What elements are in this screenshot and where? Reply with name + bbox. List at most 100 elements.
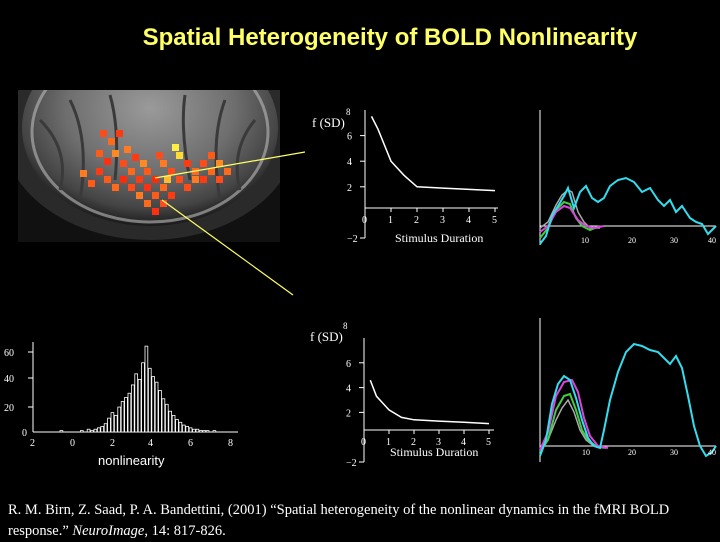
- bottom-nonlinearity-plot: f (SD) 8 6 4 2 −2 0 1 2 3 4 5 Stimulus Duration: [310, 321, 494, 469]
- activation-voxel: [144, 200, 151, 207]
- bottom-plot-xtick: 5: [486, 437, 491, 448]
- top-plot-ylabel: f (SD): [312, 115, 345, 130]
- hist-bar: [198, 430, 203, 433]
- activation-voxel: [144, 184, 151, 191]
- trace-top-gray: [539, 189, 600, 229]
- activation-voxel: [140, 160, 147, 167]
- hist-bar: [188, 427, 193, 433]
- hist-bar: [205, 430, 210, 433]
- activation-voxel: [128, 168, 135, 175]
- activation-voxel: [152, 176, 159, 183]
- citation: R. M. Birn, Z. Saad, P. A. Bandettini, (…: [8, 500, 720, 542]
- hist-bar: [175, 419, 179, 433]
- hist-ytick-0: 0: [22, 428, 27, 439]
- activation-voxel: [124, 146, 131, 153]
- activation-voxel: [136, 176, 143, 183]
- trace-top-tick-30: 30: [670, 236, 678, 245]
- bottom-plot-ytick: 6: [346, 359, 351, 370]
- brain-activation-map: [18, 90, 280, 242]
- trace-bottom-magenta: [539, 378, 609, 451]
- hist-bar: [195, 428, 200, 433]
- hist-bar: [124, 396, 128, 433]
- activation-voxel: [156, 152, 163, 159]
- activation-voxel: [116, 130, 123, 137]
- hist-xlabel: nonlinearity: [98, 453, 165, 468]
- top-plot-xtick: 3: [440, 215, 445, 226]
- hist-ytick-60: 60: [4, 348, 14, 359]
- citation-journal: NeuroImage: [72, 523, 145, 539]
- trace-bottom-tick-20: 20: [628, 448, 636, 457]
- hist-bar: [147, 367, 152, 433]
- top-plot-ytick: 6: [347, 132, 352, 143]
- citation-pages: 817-826.: [173, 523, 226, 539]
- bottom-plot-ytick-top: 8: [343, 321, 348, 331]
- activation-voxel: [112, 150, 119, 157]
- activation-voxel: [216, 176, 223, 183]
- activation-voxel: [152, 208, 159, 215]
- hist-bar: [144, 345, 149, 433]
- bottom-plot-ytick: 2: [346, 408, 351, 419]
- activation-voxel: [104, 176, 111, 183]
- hist-bar: [178, 421, 183, 433]
- hist-xtick-c: 2: [110, 438, 115, 449]
- hist-bar: [164, 403, 169, 433]
- activation-voxel: [224, 168, 231, 175]
- hist-bar: [103, 423, 108, 433]
- pointer-line-top: [154, 151, 306, 179]
- activation-voxel: [132, 154, 139, 161]
- hist-xtick-e: 6: [188, 438, 193, 449]
- top-plot-xtick: 0: [362, 215, 367, 226]
- bottom-plot-xtick: 1: [386, 437, 391, 448]
- hist-bar: [100, 426, 105, 433]
- hist-ytick-20: 20: [4, 403, 14, 414]
- hist-bar: [151, 376, 156, 433]
- hist-bar: [97, 427, 101, 433]
- top-plot-xtick: 1: [388, 215, 393, 226]
- bottom-plot-xtick: 2: [411, 437, 416, 448]
- hist-xtick-d: 4: [148, 438, 153, 449]
- hist-bar: [127, 392, 132, 433]
- activation-voxel: [208, 152, 215, 159]
- bottom-plot-ytick: −2: [346, 458, 357, 469]
- activation-voxel: [200, 176, 207, 183]
- top-nonlinearity-curve: [370, 116, 496, 192]
- trace-bottom-tick-30: 30: [670, 448, 678, 457]
- trace-bottom-gray: [539, 398, 605, 449]
- hist-bar: [137, 378, 142, 433]
- activation-voxel: [88, 180, 95, 187]
- hist-bar: [114, 414, 118, 433]
- hist-xtick-f: 8: [228, 438, 233, 449]
- citation-volume: , 14:: [144, 523, 171, 539]
- hist-bar: [212, 430, 217, 433]
- top-plot-xlabel: Stimulus Duration: [395, 231, 483, 245]
- activation-voxel: [184, 184, 191, 191]
- activation-voxel: [160, 184, 167, 191]
- bottom-plot-xlabel: Stimulus Duration: [390, 445, 478, 459]
- activation-voxel: [176, 152, 183, 159]
- hist-bar: [107, 417, 111, 433]
- trace-top-tick-40: 40: [708, 236, 716, 245]
- pointer-line-bottom: [161, 199, 294, 296]
- activation-voxel: [96, 150, 103, 157]
- hist-bar: [110, 412, 115, 433]
- activation-voxel: [164, 176, 171, 183]
- citation-authors: R. M. Birn, Z. Saad, P. A. Bandettini, (…: [8, 502, 670, 539]
- activation-voxel: [120, 176, 127, 183]
- time-course-top: 10 20 30 40: [539, 110, 717, 245]
- activation-voxel: [200, 160, 207, 167]
- trace-top-tick-20: 20: [628, 236, 636, 245]
- hist-bar: [134, 373, 139, 433]
- activation-voxel: [160, 200, 167, 207]
- activation-voxel: [184, 160, 191, 167]
- hist-bar: [117, 406, 122, 433]
- bottom-plot-xtick: 0: [361, 437, 366, 448]
- activation-voxel: [104, 158, 111, 165]
- activation-voxel: [176, 176, 183, 183]
- slide-title: Spatial Heterogeneity of BOLD Nonlineari…: [142, 24, 638, 51]
- activation-voxel: [128, 184, 135, 191]
- top-plot-ytick-top: 8: [346, 107, 351, 117]
- hist-xtick-a: 2: [30, 438, 35, 449]
- hist-bar: [154, 381, 159, 433]
- activation-voxel: [208, 168, 215, 175]
